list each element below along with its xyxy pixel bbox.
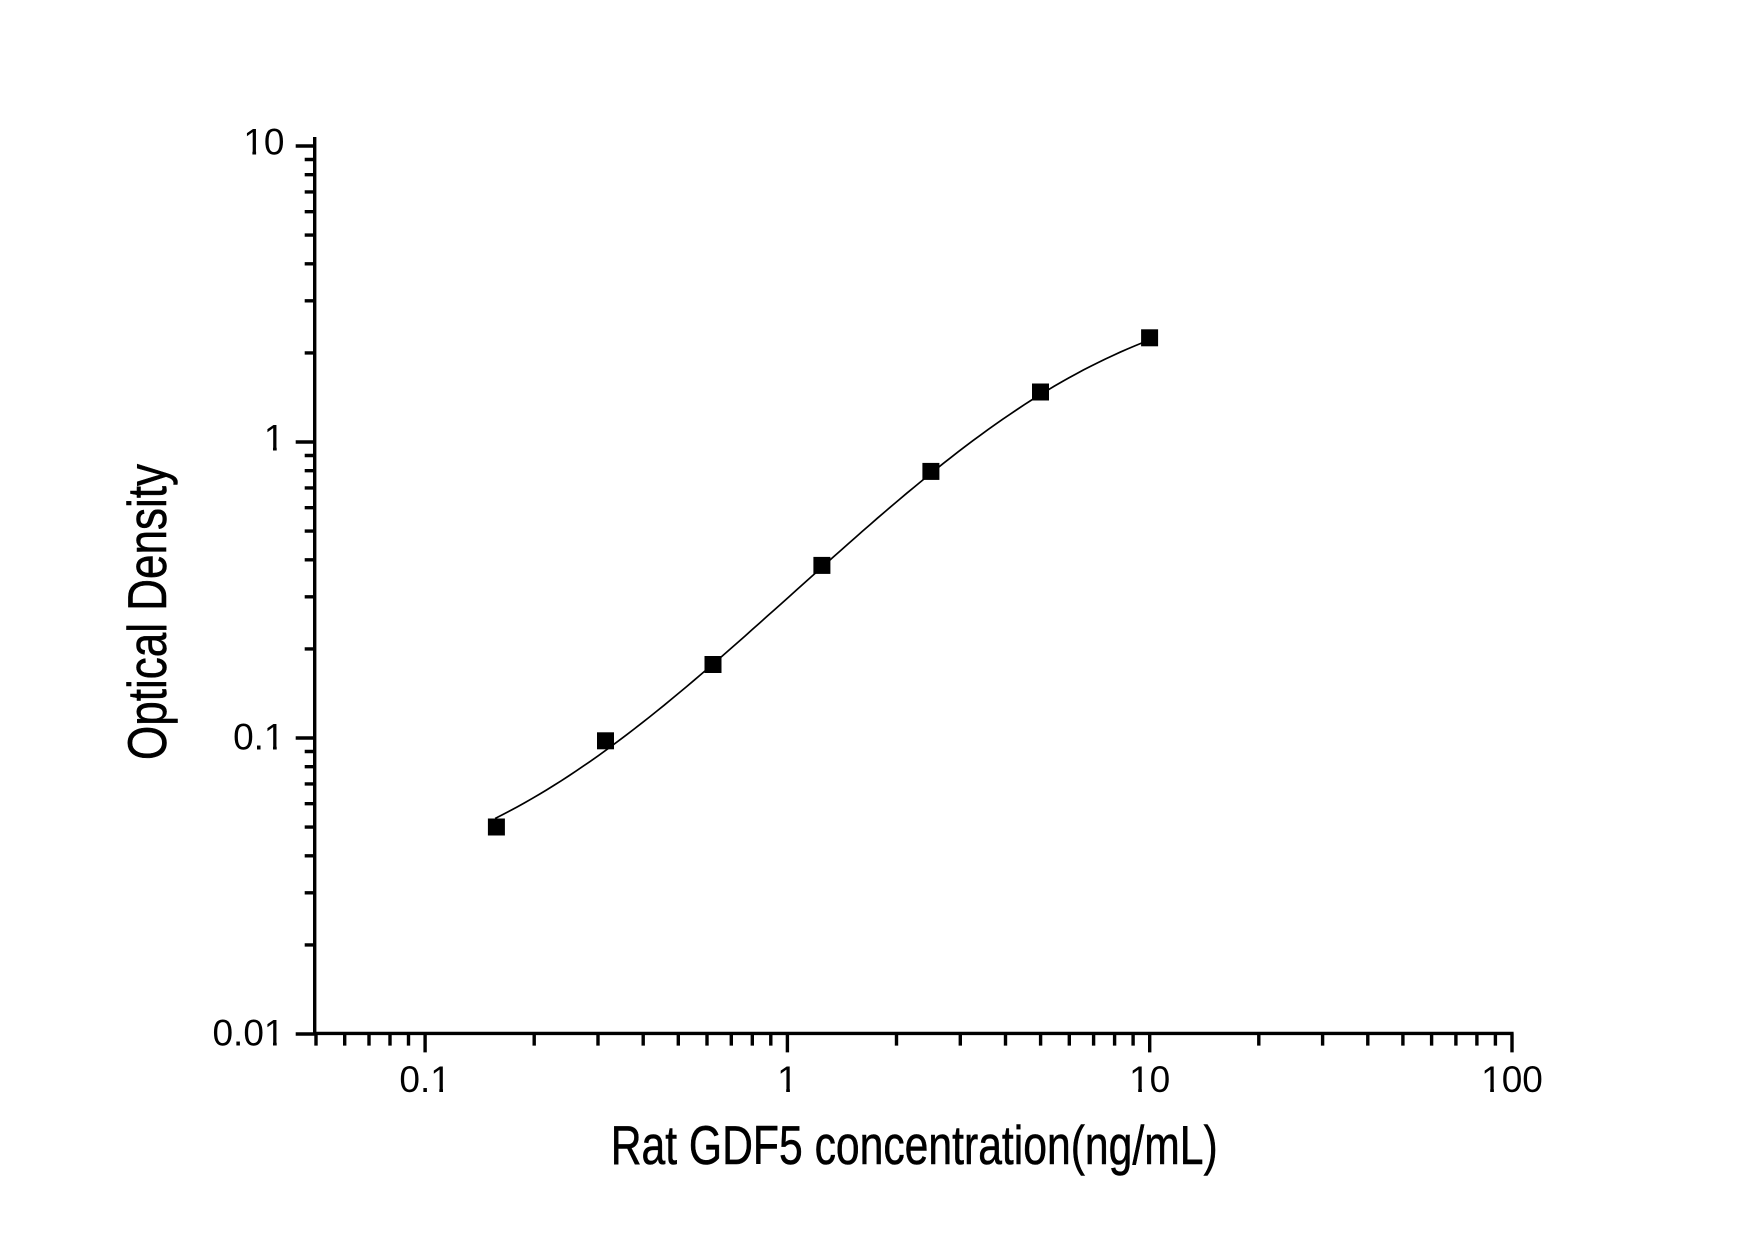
svg-text:100: 100: [1481, 1059, 1543, 1100]
svg-text:10: 10: [1129, 1059, 1170, 1100]
svg-text:Rat GDF5 concentration(ng/mL): Rat GDF5 concentration(ng/mL): [611, 1114, 1218, 1176]
svg-text:1: 1: [777, 1059, 798, 1100]
svg-text:10: 10: [243, 122, 284, 163]
svg-text:1: 1: [264, 417, 285, 458]
svg-text:0.1: 0.1: [233, 717, 284, 758]
svg-text:0.01: 0.01: [212, 1013, 284, 1054]
svg-text:Optical Density: Optical Density: [116, 464, 178, 760]
svg-text:0.1: 0.1: [399, 1059, 450, 1100]
